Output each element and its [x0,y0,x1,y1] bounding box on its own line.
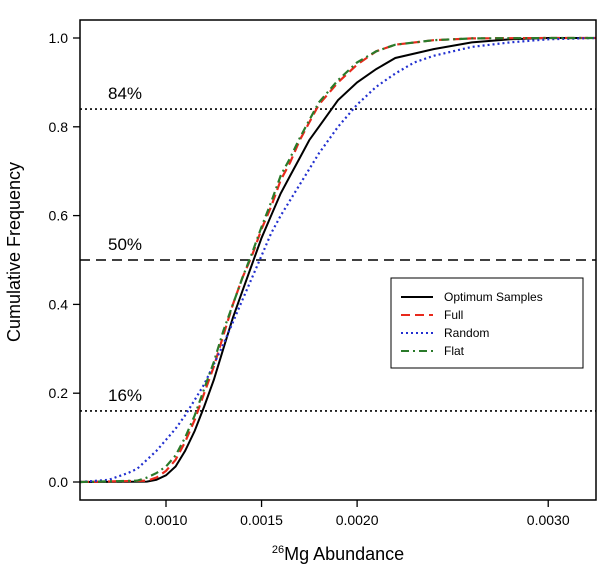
legend-box [390,277,584,369]
y-tick-label-3: 0.6 [49,208,69,224]
reference-label-1: 50% [108,235,142,254]
x-axis-title-superscript: 26 [272,544,284,556]
reference-lines: 84% 50% 16% [80,84,596,412]
series-lines [79,36,597,484]
y-tick-label-2: 0.4 [49,296,69,312]
legend: Optimum Samples Full Random Flat [390,277,584,369]
y-axis-title: Cumulative Frequency [4,162,24,342]
x-tick-label-2: 0.0020 [336,512,379,528]
legend-label-0: Optimum Samples [444,290,543,304]
legend-label-2: Random [444,326,489,340]
reference-label-2: 16% [108,386,142,405]
legend-label-3: Flat [444,344,465,358]
y-tick-label-4: 0.8 [49,119,69,135]
x-axis-title-text: Mg Abundance [284,544,404,564]
x-tick-label-1: 0.0015 [240,512,283,528]
x-tick-label-0: 0.0010 [145,512,188,528]
reference-label-0: 84% [108,84,142,103]
y-tick-label-5: 1.0 [49,30,69,46]
y-tick-label-1: 0.2 [49,385,69,401]
x-tick-label-3: 0.0030 [527,512,570,528]
legend-label-1: Full [444,308,463,322]
series-line-full [79,36,596,484]
y-axis-ticks: 0.0 0.2 0.4 0.6 0.8 1.0 [49,30,80,490]
series-line-random [79,36,597,484]
series-line-optimum-samples [79,37,596,483]
plot-frame [79,19,597,501]
x-axis-ticks: 0.0010 0.0015 0.0020 0.0030 [145,500,570,528]
series-line-flat [79,36,596,484]
y-tick-label-0: 0.0 [49,474,69,490]
x-axis-title: 26Mg Abundance [272,544,404,564]
